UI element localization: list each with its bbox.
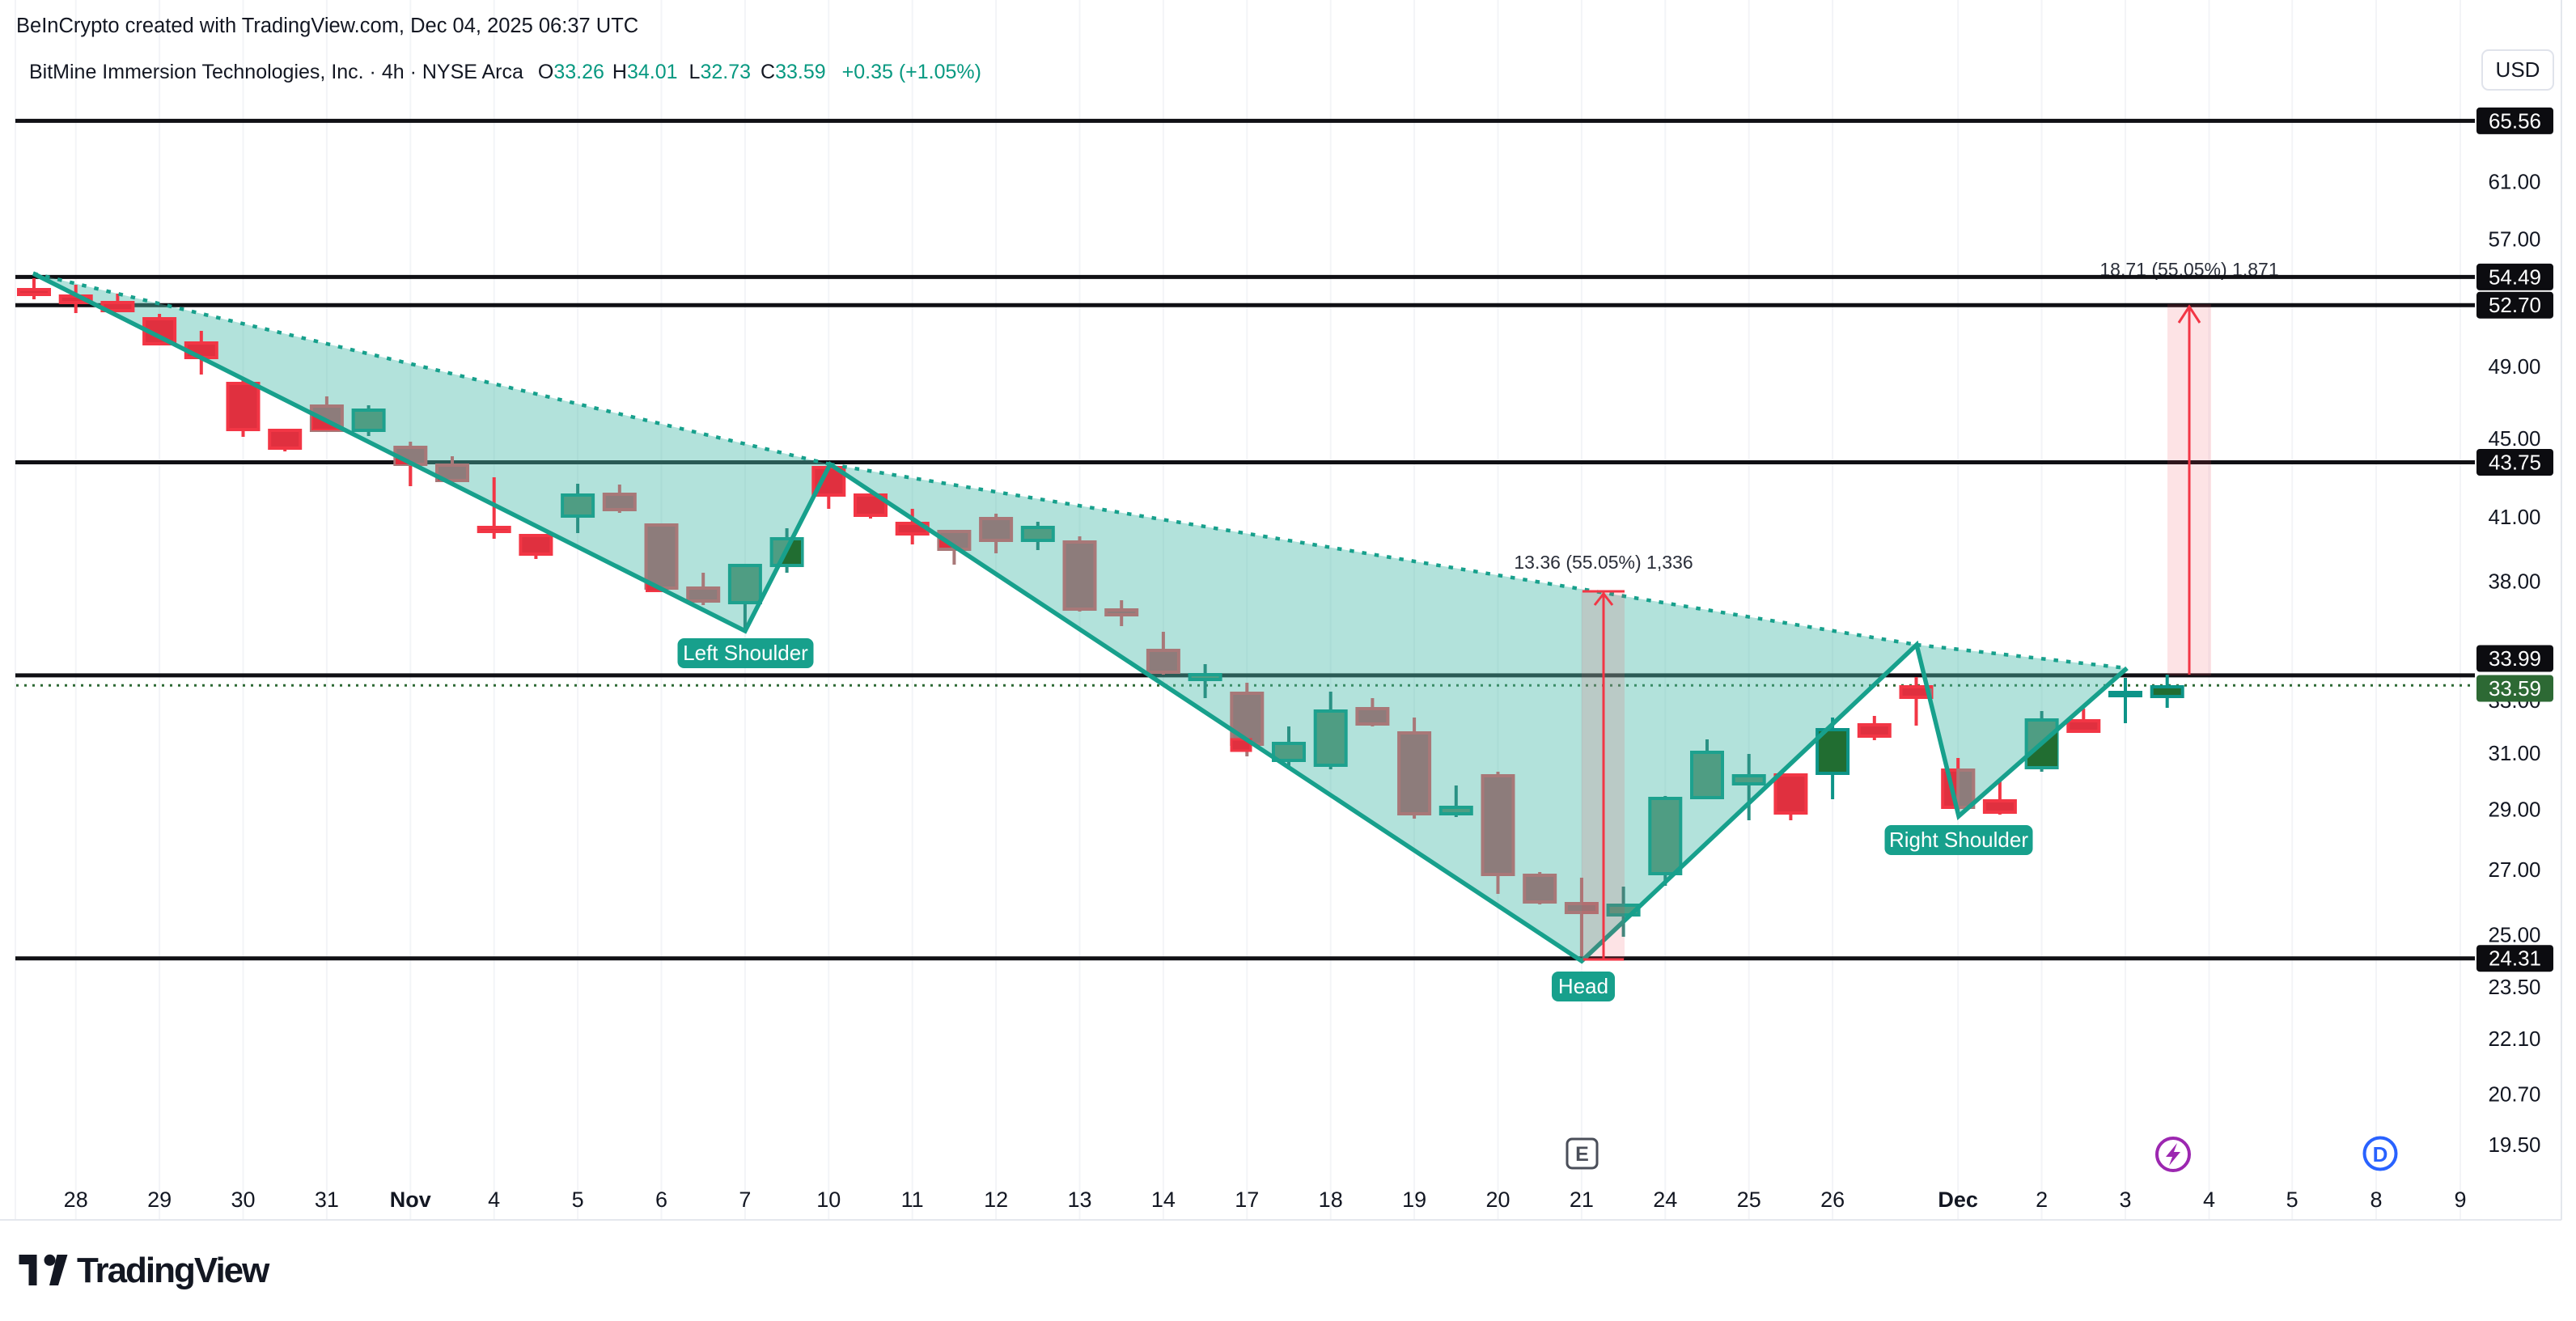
svg-text:3: 3 xyxy=(2119,1188,2131,1212)
svg-text:19: 19 xyxy=(1402,1188,1426,1212)
svg-text:E: E xyxy=(1575,1143,1589,1166)
svg-text:18: 18 xyxy=(1319,1188,1343,1212)
svg-text:17: 17 xyxy=(1235,1188,1259,1212)
svg-text:14: 14 xyxy=(1151,1188,1176,1212)
svg-text:19.50: 19.50 xyxy=(2488,1133,2540,1157)
svg-text:8: 8 xyxy=(2370,1188,2382,1212)
svg-text:BeInCrypto created with Tradin: BeInCrypto created with TradingView.com,… xyxy=(16,15,638,37)
svg-text:5: 5 xyxy=(2286,1188,2298,1212)
svg-text:2: 2 xyxy=(2036,1188,2048,1212)
svg-text:23.50: 23.50 xyxy=(2488,975,2540,999)
svg-text:31: 31 xyxy=(315,1188,339,1212)
svg-text:13.36 (55.05%) 1,336: 13.36 (55.05%) 1,336 xyxy=(1514,552,1693,573)
svg-text:Dec: Dec xyxy=(1938,1188,1978,1212)
svg-text:26: 26 xyxy=(1820,1188,1845,1212)
svg-text:29: 29 xyxy=(147,1188,172,1212)
svg-text:BitMine Immersion Technologies: BitMine Immersion Technologies, Inc. · 4… xyxy=(29,61,981,83)
svg-text:29.00: 29.00 xyxy=(2488,798,2540,822)
svg-text:28: 28 xyxy=(64,1188,88,1212)
svg-text:65.56: 65.56 xyxy=(2489,108,2541,133)
svg-text:Left Shoulder: Left Shoulder xyxy=(683,641,808,665)
svg-text:Nov: Nov xyxy=(390,1188,431,1212)
svg-text:49.00: 49.00 xyxy=(2488,354,2540,379)
svg-text:24.31: 24.31 xyxy=(2489,946,2541,971)
svg-text:9: 9 xyxy=(2454,1188,2466,1212)
svg-text:20: 20 xyxy=(1485,1188,1510,1212)
svg-text:45.00: 45.00 xyxy=(2488,426,2540,451)
svg-text:31.00: 31.00 xyxy=(2488,741,2540,765)
svg-text:Head: Head xyxy=(1558,974,1608,998)
svg-text:7: 7 xyxy=(739,1188,751,1212)
svg-text:33.59: 33.59 xyxy=(2489,676,2541,701)
svg-text:5: 5 xyxy=(572,1188,584,1212)
svg-text:13: 13 xyxy=(1067,1188,1091,1212)
svg-text:52.70: 52.70 xyxy=(2489,293,2541,317)
svg-text:21: 21 xyxy=(1570,1188,1594,1212)
svg-text:Right Shoulder: Right Shoulder xyxy=(1889,828,2028,852)
svg-text:25.00: 25.00 xyxy=(2488,922,2540,946)
svg-text:22.10: 22.10 xyxy=(2488,1027,2540,1051)
svg-text:11: 11 xyxy=(901,1188,924,1212)
svg-text:4: 4 xyxy=(488,1188,500,1212)
svg-text:61.00: 61.00 xyxy=(2488,170,2540,194)
svg-text:12: 12 xyxy=(984,1188,1008,1212)
svg-text:25: 25 xyxy=(1737,1188,1761,1212)
svg-text:6: 6 xyxy=(655,1188,667,1212)
svg-text:27.00: 27.00 xyxy=(2488,857,2540,882)
svg-text:20.70: 20.70 xyxy=(2488,1082,2540,1106)
svg-text:43.75: 43.75 xyxy=(2489,451,2541,475)
svg-text:54.49: 54.49 xyxy=(2489,265,2541,289)
svg-text:D: D xyxy=(2373,1142,2388,1166)
svg-text:TradingView: TradingView xyxy=(77,1251,270,1290)
svg-text:30: 30 xyxy=(231,1188,255,1212)
svg-text:33.99: 33.99 xyxy=(2489,646,2541,671)
svg-text:4: 4 xyxy=(2203,1188,2215,1212)
svg-text:USD: USD xyxy=(2496,57,2540,82)
svg-text:38.00: 38.00 xyxy=(2488,569,2540,594)
svg-text:57.00: 57.00 xyxy=(2488,227,2540,251)
svg-text:24: 24 xyxy=(1653,1188,1677,1212)
svg-text:41.00: 41.00 xyxy=(2488,505,2540,529)
svg-text:10: 10 xyxy=(816,1188,841,1212)
